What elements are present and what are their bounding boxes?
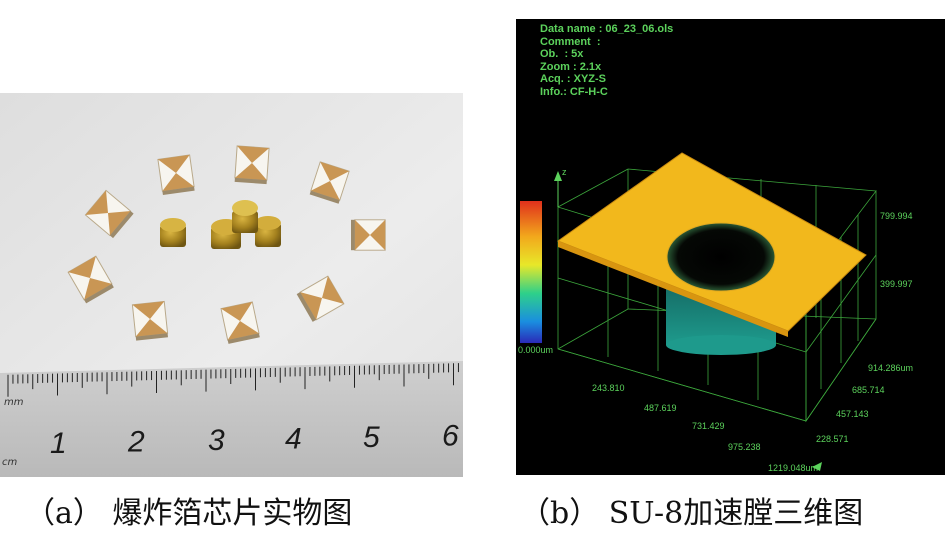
foil-chip [157, 154, 196, 196]
foil-chip [220, 301, 261, 345]
caption-a: （a） 爆炸箔芯片实物图 [25, 496, 353, 531]
info-text: Info.: CF-H-C [540, 85, 608, 98]
objective-text: Ob. : 5x [540, 48, 584, 60]
data-name-text: Data name : 06_23_06.ols [540, 23, 674, 35]
ruler: mm cm 1 2 3 4 5 6 [0, 361, 463, 477]
y-tick-label: 228.571 [816, 434, 849, 444]
foil-chip [234, 145, 270, 185]
profile-3d-view: Data name : 06_23_06.ols Comment : Ob. :… [516, 19, 945, 475]
brass-cylinders [160, 200, 281, 249]
acquisition-text: Acq. : XYZ-S [540, 73, 607, 85]
x-tick-label: 243.810 [592, 383, 625, 393]
z-tick-label: 799.994 [880, 211, 913, 221]
z-tick-label: 0.000um [518, 345, 553, 355]
ruler-number: 5 [363, 421, 380, 454]
x-tick-label: 731.429 [692, 421, 725, 431]
caption-b: （b） SU-8加速膛三维图 [520, 496, 864, 531]
x-tick-label: 975.238 [728, 442, 761, 452]
x-tick-label: 1219.048um [768, 463, 818, 473]
ruler-number: 6 [442, 420, 459, 453]
color-scale-bar [520, 201, 542, 343]
ruler-number: 2 [127, 426, 145, 459]
comment-text: Comment : [540, 35, 601, 48]
y-tick-label: 685.714 [852, 385, 885, 395]
ruler-number: 3 [208, 424, 225, 457]
z-tick-label: 399.997 [880, 279, 913, 289]
foil-chip [131, 300, 169, 342]
cavity-opening [667, 223, 775, 291]
foil-chip [350, 219, 386, 251]
scan-info: Data name : 06_23_06.ols Comment : Ob. :… [540, 23, 673, 98]
x-tick-label: 487.619 [644, 403, 677, 413]
ruler-unit-mm: mm [4, 397, 24, 408]
y-tick-label: 914.286um [868, 363, 913, 373]
ruler-number: 1 [50, 427, 67, 460]
chip-photo: mm cm 1 2 3 4 5 6 [0, 93, 463, 477]
zoom-text: Zoom : 2.1x [540, 60, 602, 73]
ruler-number: 4 [285, 423, 302, 456]
y-tick-label: 457.143 [836, 409, 869, 419]
z-axis-label: z [562, 167, 567, 177]
ruler-unit-cm: cm [2, 457, 17, 468]
